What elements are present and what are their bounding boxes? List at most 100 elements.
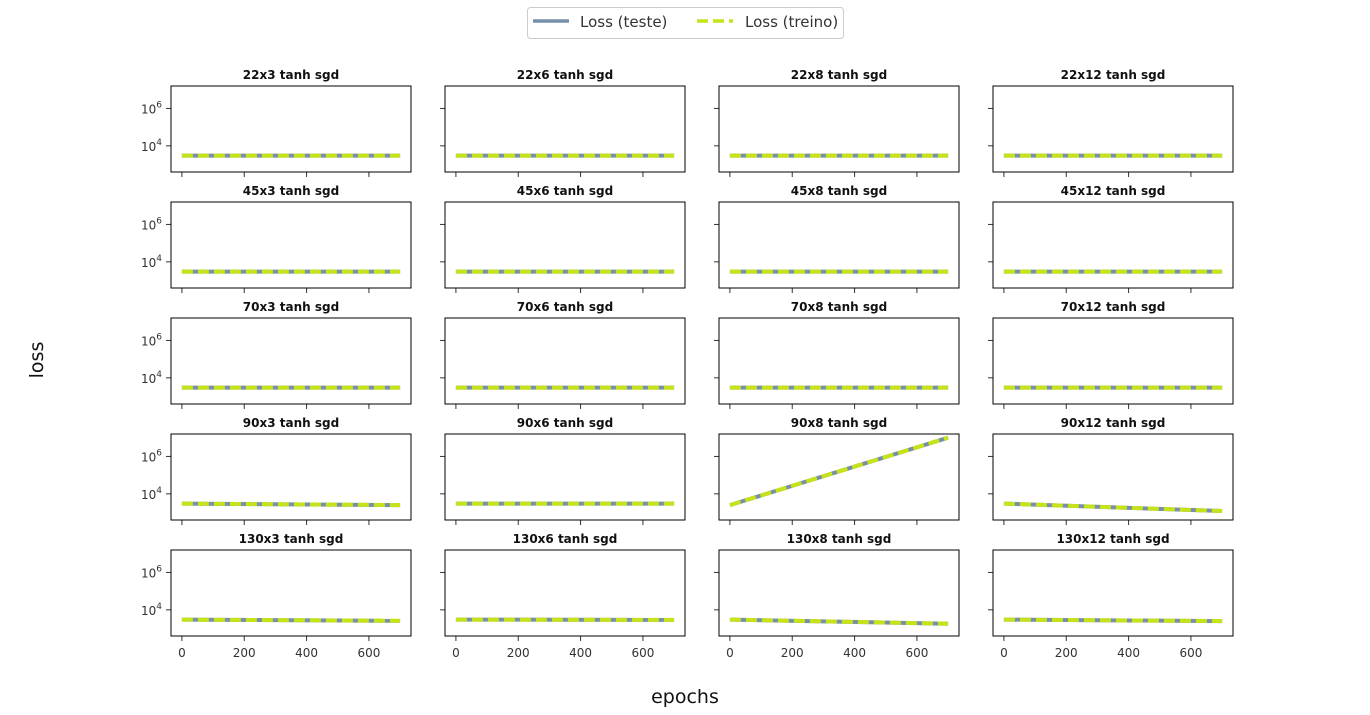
panel: 45x8 tanh sgd	[714, 184, 960, 293]
panel: 90x12 tanh sgd	[988, 416, 1234, 525]
series-line-treino	[729, 617, 949, 626]
series-line-treino	[1003, 617, 1223, 624]
panel: 70x3 tanh sgd 104 106	[141, 300, 412, 409]
panel-frame	[170, 549, 412, 637]
panel-title: 70x3 tanh sgd	[243, 300, 339, 314]
panel-frame	[444, 433, 686, 521]
series-line-treino	[1003, 501, 1223, 513]
series-line-treino	[181, 501, 401, 508]
panel-title: 45x3 tanh sgd	[243, 184, 339, 198]
legend-label-teste: Loss (teste)	[580, 13, 667, 31]
x-tick-label: 200	[507, 646, 530, 660]
panel-title: 70x12 tanh sgd	[1061, 300, 1166, 314]
panel: 130x6 tanh sgd 0 200 400 600	[440, 532, 686, 660]
x-tick-label: 400	[569, 646, 592, 660]
panel-title: 90x12 tanh sgd	[1061, 416, 1166, 430]
y-tick-label: 106	[141, 100, 162, 116]
y-tick-label: 104	[141, 602, 162, 618]
panel-title: 130x8 tanh sgd	[787, 532, 892, 546]
x-tick-label: 0	[1000, 646, 1008, 660]
panel-title: 90x3 tanh sgd	[243, 416, 339, 430]
panel: 22x6 tanh sgd	[440, 68, 686, 177]
panel: 22x12 tanh sgd	[988, 68, 1234, 177]
panels-grid: 22x3 tanh sgd 104 106 22x6 tanh sgd 22x8 tan…	[141, 68, 1234, 660]
panel-frame	[170, 201, 412, 289]
x-tick-label: 400	[843, 646, 866, 660]
x-tick-label: 200	[233, 646, 256, 660]
panel-frame	[444, 549, 686, 637]
y-axis-label: loss	[26, 342, 48, 379]
panel-title: 90x8 tanh sgd	[791, 416, 887, 430]
x-tick-label: 600	[1179, 646, 1202, 660]
panel-frame	[170, 433, 412, 521]
panel-frame	[992, 433, 1234, 521]
panel-title: 70x8 tanh sgd	[791, 300, 887, 314]
y-tick-label: 104	[141, 370, 162, 386]
y-tick-label: 106	[141, 564, 162, 580]
x-tick-label: 200	[1055, 646, 1078, 660]
panel-frame	[718, 201, 960, 289]
panel: 90x8 tanh sgd	[714, 416, 960, 525]
panel-title: 70x6 tanh sgd	[517, 300, 613, 314]
panel-title: 22x6 tanh sgd	[517, 68, 613, 82]
panel: 45x12 tanh sgd	[988, 184, 1234, 293]
panel: 22x3 tanh sgd 104 106	[141, 68, 412, 177]
panel-title: 22x12 tanh sgd	[1061, 68, 1166, 82]
x-tick-label: 400	[1117, 646, 1140, 660]
y-tick-label: 104	[141, 486, 162, 502]
panel-frame	[992, 85, 1234, 173]
legend: Loss (teste) Loss (treino)	[527, 7, 844, 39]
panel: 90x3 tanh sgd 104 106	[141, 416, 412, 525]
panel-frame	[992, 317, 1234, 405]
panel: 130x12 tanh sgd 0 200 400 600	[988, 532, 1234, 660]
series-line-treino	[181, 617, 401, 623]
y-tick-label: 104	[141, 254, 162, 270]
x-tick-label: 600	[631, 646, 654, 660]
panel-title: 22x3 tanh sgd	[243, 68, 339, 82]
panel-frame	[718, 549, 960, 637]
panel-frame	[718, 433, 960, 521]
legend-label-treino: Loss (treino)	[745, 13, 838, 31]
panel-title: 22x8 tanh sgd	[791, 68, 887, 82]
panel: 90x6 tanh sgd	[440, 416, 686, 525]
panel: 70x6 tanh sgd	[440, 300, 686, 409]
x-axis-label: epochs	[651, 686, 719, 708]
panel-title: 90x6 tanh sgd	[517, 416, 613, 430]
panel-title: 130x12 tanh sgd	[1056, 532, 1169, 546]
panel: 45x6 tanh sgd	[440, 184, 686, 293]
panel-title: 45x12 tanh sgd	[1061, 184, 1166, 198]
panel-frame	[718, 317, 960, 405]
y-tick-label: 106	[141, 332, 162, 348]
x-tick-label: 200	[781, 646, 804, 660]
x-tick-label: 600	[905, 646, 928, 660]
panel-title: 130x6 tanh sgd	[513, 532, 618, 546]
panel: 70x12 tanh sgd	[988, 300, 1234, 409]
panel-frame	[170, 317, 412, 405]
panel-frame	[992, 549, 1234, 637]
panel-frame	[444, 201, 686, 289]
panel-frame	[718, 85, 960, 173]
panel-title: 130x3 tanh sgd	[239, 532, 344, 546]
panel: 45x3 tanh sgd 104 106	[141, 184, 412, 293]
panel: 70x8 tanh sgd	[714, 300, 960, 409]
panel: 130x8 tanh sgd 0 200 400 600	[714, 532, 960, 660]
series-line-treino	[729, 435, 949, 508]
x-tick-label: 0	[178, 646, 186, 660]
panel-frame	[444, 317, 686, 405]
x-tick-label: 0	[452, 646, 460, 660]
panel-frame	[170, 85, 412, 173]
panel-title: 45x6 tanh sgd	[517, 184, 613, 198]
x-tick-label: 0	[726, 646, 734, 660]
panel-title: 45x8 tanh sgd	[791, 184, 887, 198]
y-tick-label: 106	[141, 216, 162, 232]
panel-frame	[444, 85, 686, 173]
panel: 22x8 tanh sgd	[714, 68, 960, 177]
panel: 130x3 tanh sgd 104 106 0 200 400 600	[141, 532, 412, 660]
x-tick-label: 600	[357, 646, 380, 660]
y-tick-label: 106	[141, 448, 162, 464]
legend-box	[527, 7, 844, 39]
y-tick-label: 104	[141, 138, 162, 154]
x-tick-label: 400	[295, 646, 318, 660]
panel-frame	[992, 201, 1234, 289]
